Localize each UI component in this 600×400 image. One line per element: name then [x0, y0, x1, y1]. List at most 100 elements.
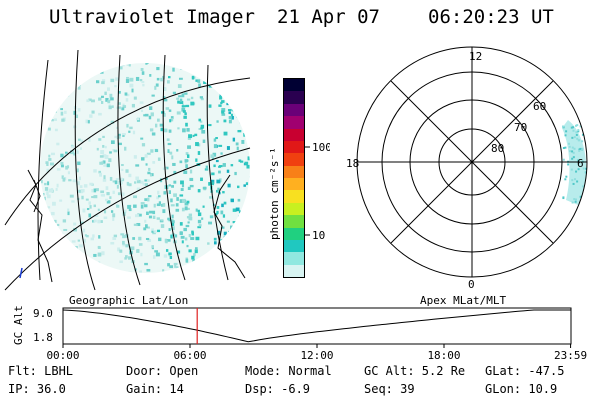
emission-pixel: [203, 81, 207, 84]
polar-grid: [356, 46, 588, 278]
emission-pixel: [195, 142, 199, 147]
emission-pixel: [140, 67, 144, 71]
emission-pixel: [47, 89, 50, 93]
emission-pixel: [228, 111, 232, 115]
emission-pixel: [152, 161, 156, 164]
colorbar-band: [284, 215, 304, 228]
polar-emission-pixel: [581, 147, 584, 150]
info-glon: GLon: 10.9: [485, 382, 558, 396]
emission-pixel: [151, 245, 154, 249]
emission-pixel: [79, 185, 83, 189]
emission-pixel: [250, 279, 253, 282]
emission-pixel: [110, 97, 114, 101]
emission-pixel: [116, 106, 119, 109]
polar-emission-pixel: [581, 140, 584, 143]
polar-emission-pixel: [572, 156, 575, 159]
emission-pixel: [197, 212, 202, 217]
emission-pixel: [103, 175, 106, 180]
polar-emission-pixel: [587, 145, 589, 147]
emission-pixel: [59, 255, 64, 260]
emission-pixel: [228, 119, 232, 124]
emission-pixel: [113, 149, 118, 153]
emission-pixel: [201, 269, 204, 272]
emission-pixel: [88, 98, 92, 102]
emission-pixel: [198, 118, 202, 122]
emission-pixel: [100, 220, 103, 223]
emission-pixel: [78, 176, 81, 181]
emission-pixel: [52, 201, 56, 206]
emission-pixel: [141, 157, 145, 161]
emission-pixel: [67, 211, 70, 216]
emission-pixel: [125, 79, 130, 83]
emission-pixel: [98, 235, 101, 239]
emission-pixel: [160, 219, 164, 222]
emission-pixel: [93, 275, 95, 278]
emission-pixel: [179, 194, 184, 197]
emission-pixel: [245, 214, 248, 219]
emission-pixel: [184, 206, 188, 211]
emission-pixel: [115, 178, 119, 181]
emission-pixel: [176, 197, 179, 201]
emission-pixel: [220, 101, 223, 105]
emission-pixel: [216, 189, 219, 193]
polar-emission-pixel: [570, 126, 573, 129]
emission-pixel: [209, 196, 213, 199]
emission-pixel: [144, 113, 149, 117]
emission-pixel: [151, 230, 154, 233]
emission-pixel: [220, 238, 224, 242]
emission-pixel: [99, 161, 104, 165]
emission-pixel: [129, 77, 134, 82]
emission-pixel: [114, 272, 118, 273]
emission-pixel: [45, 161, 49, 165]
emission-pixel: [46, 116, 49, 120]
polar-emission-pixel: [573, 136, 576, 139]
emission-pixel: [98, 97, 102, 101]
emission-pixel: [237, 251, 241, 254]
emission-pixel: [144, 262, 148, 266]
emission-pixel: [50, 162, 54, 166]
emission-pixel: [243, 133, 246, 137]
emission-pixel: [70, 75, 74, 79]
emission-pixel: [127, 271, 132, 273]
emission-pixel: [184, 201, 189, 206]
emission-pixel: [243, 93, 248, 97]
emission-pixel: [89, 182, 93, 186]
emission-pixel: [92, 220, 95, 223]
emission-pixel: [97, 252, 102, 257]
emission-pixel: [88, 70, 93, 74]
colorbar: [283, 78, 305, 278]
emission-pixel: [194, 249, 198, 254]
polar-emission-pixel: [584, 135, 587, 138]
emission-pixel: [249, 108, 250, 113]
emission-pixel: [87, 120, 90, 124]
emission-pixel: [168, 190, 171, 194]
emission-pixel: [237, 198, 241, 202]
emission-pixel: [106, 87, 110, 91]
emission-pixel: [197, 189, 201, 193]
emission-pixel: [105, 277, 108, 281]
emission-pixel: [181, 93, 185, 98]
emission-pixel: [216, 210, 219, 214]
emission-pixel: [217, 187, 220, 192]
emission-pixel: [156, 196, 159, 200]
polar-emission-pixel: [581, 133, 584, 136]
emission-pixel: [213, 164, 216, 168]
emission-pixel: [78, 189, 81, 193]
timeline-xtick-label: 12:00: [300, 349, 333, 362]
emission-pixel: [150, 149, 154, 153]
coast-fragment: [19, 267, 23, 279]
emission-pixel: [168, 63, 173, 65]
emission-pixel: [168, 228, 171, 232]
emission-pixel: [212, 152, 217, 157]
emission-pixel: [148, 115, 152, 120]
emission-pixel: [187, 221, 190, 224]
emission-pixel: [156, 217, 160, 220]
emission-pixel: [121, 133, 126, 136]
emission-pixel: [106, 200, 111, 204]
emission-pixel: [121, 192, 125, 197]
emission-pixel: [207, 276, 210, 280]
emission-pixel: [140, 137, 144, 140]
emission-pixel: [165, 166, 169, 170]
emission-pixel: [103, 216, 108, 219]
polar-emission-pixel: [588, 136, 590, 138]
